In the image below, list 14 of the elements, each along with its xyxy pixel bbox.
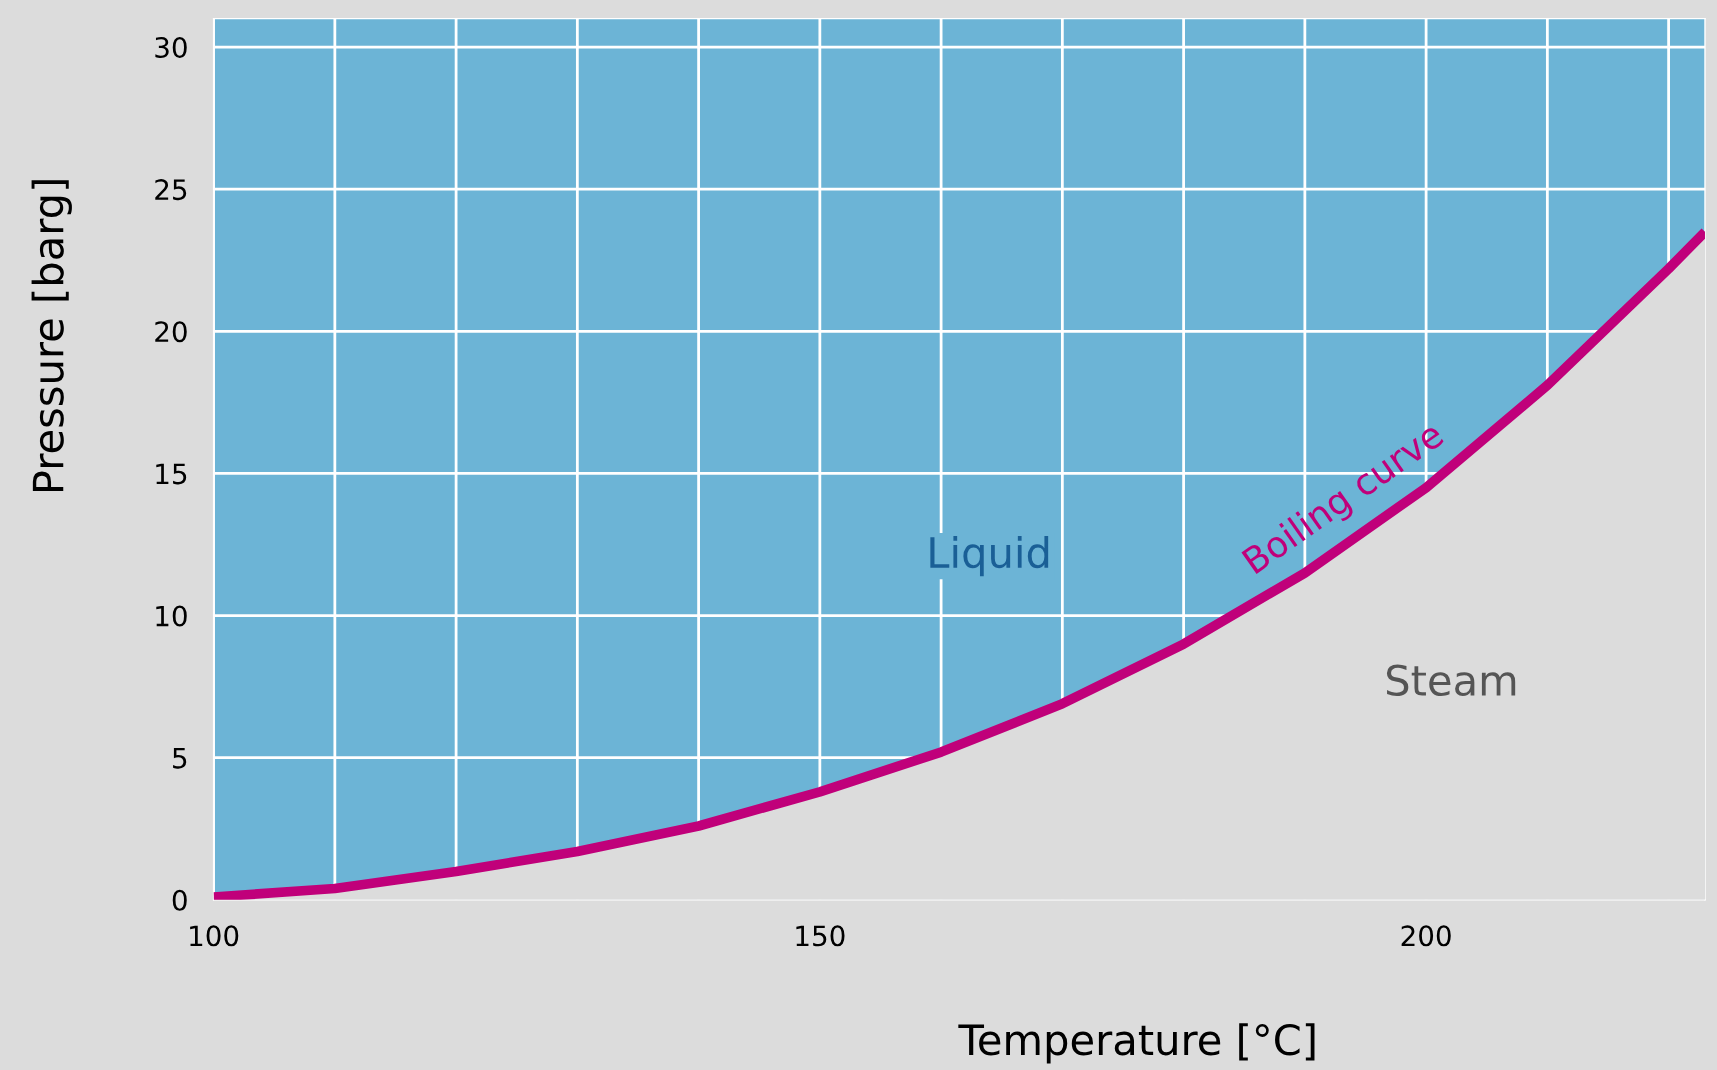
x-axis-title: Temperature [°C] [958,1023,1315,1064]
y-tick-label: 10 [156,605,187,627]
y-tick-label: 25 [155,179,187,201]
y-tick-label: 15 [156,463,187,485]
y-tick-label: 20 [155,321,187,343]
y-tick-label: 30 [155,36,187,58]
x-tick-label: 150 [796,925,845,947]
y-axis-title: Pressure [barg] [31,180,72,492]
annotation: Steam [1386,664,1516,697]
annotation: Liquid [930,536,1049,577]
x-tick-label: 100 [190,925,239,947]
x-tick-label: 200 [1401,925,1451,947]
y-tick-label: 0 [172,889,187,911]
y-tick-label: 5 [173,748,187,769]
